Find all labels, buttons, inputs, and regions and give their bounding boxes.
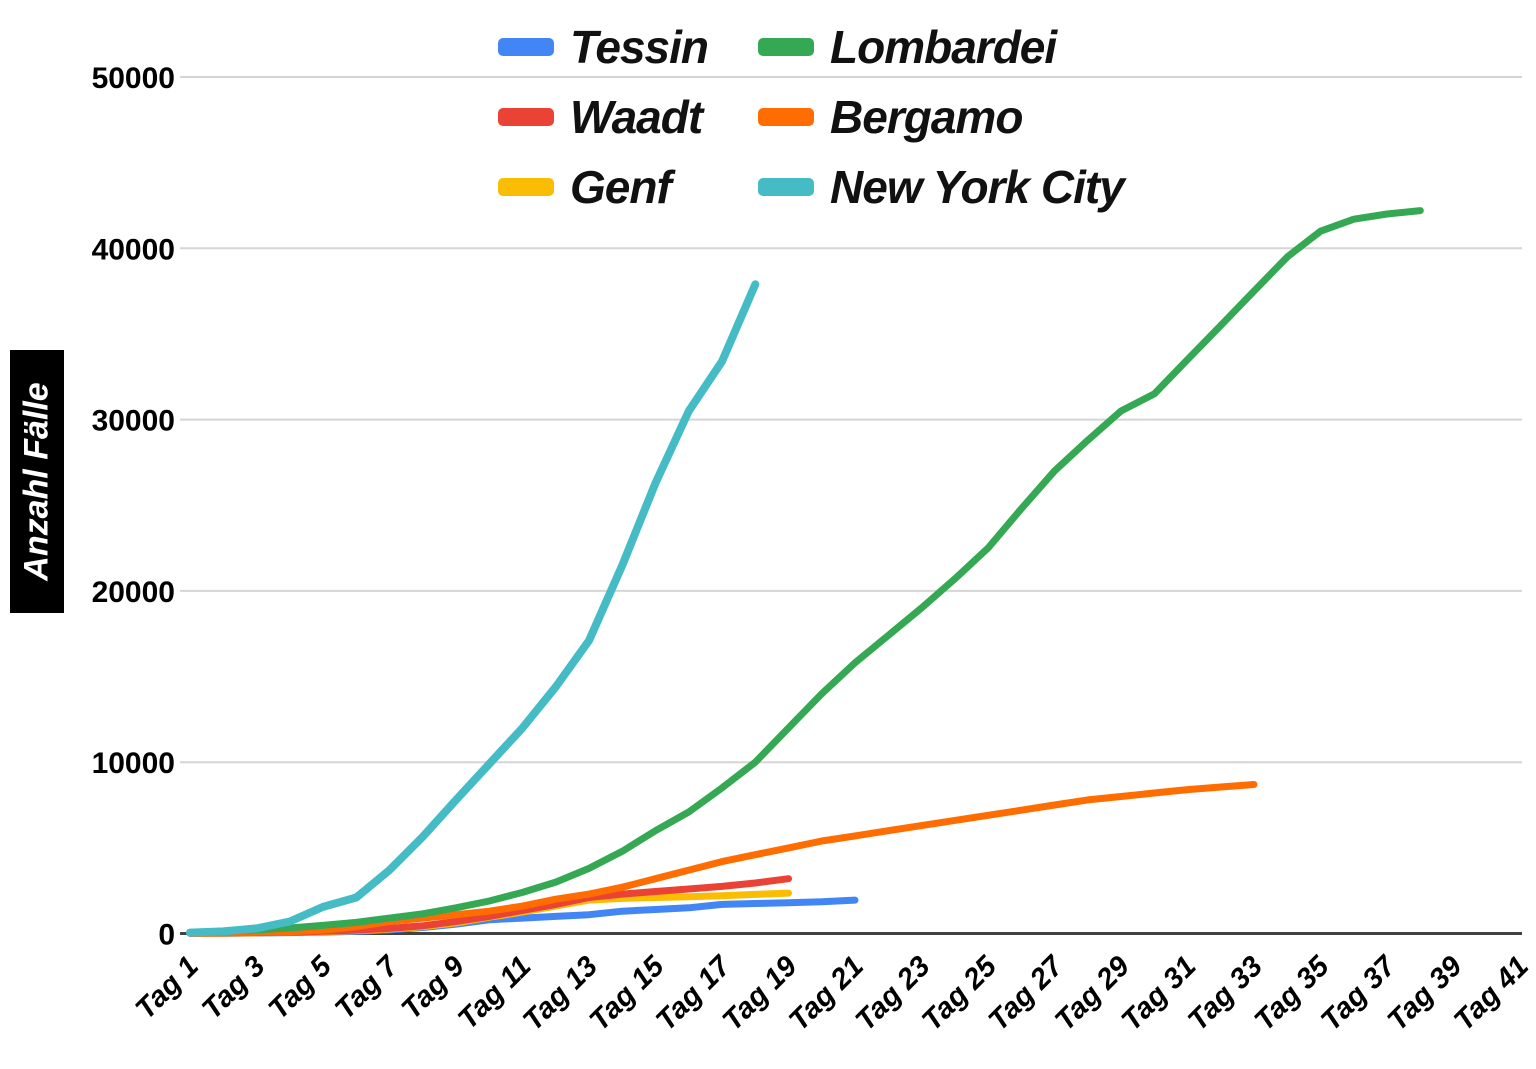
legend-label: Bergamo [830,91,1023,143]
legend: Tessin Waadt Genf Lombardei Bergamo New York … [498,12,1125,222]
x-tick-label: Tag 3 [196,950,271,1025]
y-tick-label: 20000 [92,576,175,609]
legend-label: Genf [570,161,672,213]
series-line-lombardei [186,207,1424,936]
legend-item-tessin: Tessin [498,21,709,73]
y-tick-label: 30000 [92,405,175,438]
legend-label: Lombardei [830,21,1057,73]
legend-item-new-york-city: New York City [758,161,1125,213]
legend-swatch [498,108,554,126]
x-tick-label: Tag 31 [1116,950,1203,1037]
x-tick-label: Tag 15 [584,950,671,1037]
y-tick-label: 50000 [92,62,175,95]
x-tick-label: Tag 19 [717,950,804,1037]
x-tick-label: Tag 5 [263,950,339,1026]
legend-item-genf: Genf [498,164,708,210]
x-tick-label: Tag 39 [1382,950,1469,1037]
legend-swatch [498,38,554,56]
legend-label: Waadt [570,91,703,143]
legend-swatch [758,38,815,56]
series-line-bergamo [186,781,1258,937]
y-tick-label: 40000 [92,233,175,266]
x-tick-label: Tag 7 [329,949,406,1026]
legend-label: Tessin [570,21,709,73]
y-tick-label: 0 [158,919,175,952]
x-tick-label: Tag 23 [850,950,937,1037]
y-tick-label: 10000 [92,747,175,780]
y-axis-title-box: Anzahl Fälle [10,350,64,613]
legend-item-bergamo: Bergamo [758,94,1124,140]
x-tick-label: Tag 13 [517,950,604,1037]
x-tick-label: Tag 25 [916,950,1003,1037]
x-tick-label: Tag 29 [1049,950,1136,1037]
x-tick-label: Tag 35 [1249,950,1336,1037]
series-line-new-york-city [186,280,760,937]
y-axis-title: Anzahl Fälle [17,382,56,581]
legend-label: New York City [830,161,1125,213]
legend-swatch [758,108,815,126]
x-tick-label: Tag 41 [1448,950,1535,1037]
legend-item-lombardei: Lombardei [758,24,1124,70]
legend-swatch [758,178,815,196]
x-tick-label: Tag 21 [783,950,870,1037]
legend-swatch [498,178,554,196]
x-tick-label: Tag 33 [1182,950,1269,1037]
legend-item-waadt: Waadt [498,94,708,140]
x-tick-label: Tag 1 [130,950,205,1025]
